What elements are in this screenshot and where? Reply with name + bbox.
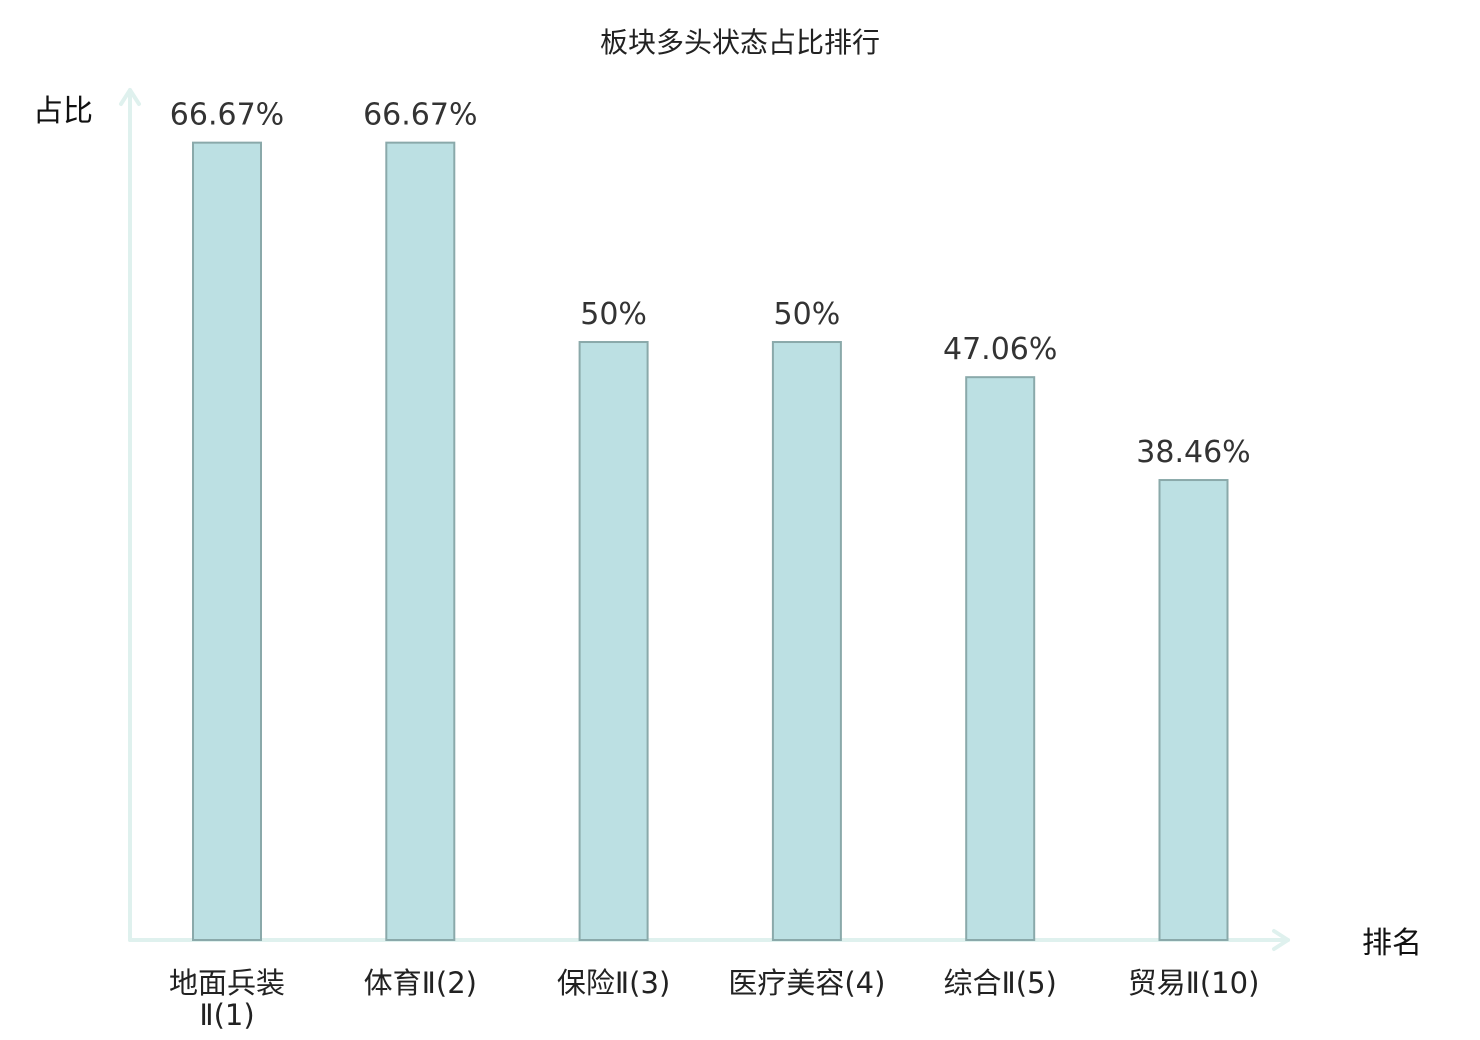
y-axis-arrow — [119, 88, 141, 106]
bar — [1158, 479, 1229, 941]
category-label: 保险Ⅱ(3) — [557, 966, 670, 1000]
category-label: 体育Ⅱ(2) — [364, 966, 477, 1000]
chart-title: 板块多头状态占比排行 — [600, 26, 880, 59]
category-label: 医疗美容(4) — [728, 966, 885, 1000]
category-label: 地面兵装 Ⅱ(1) — [169, 966, 285, 1032]
bar — [385, 141, 456, 942]
bar — [192, 141, 262, 942]
x-axis-label: 排名 — [1362, 926, 1422, 961]
bar — [965, 376, 1036, 942]
value-label: 50% — [580, 297, 647, 332]
value-label: 47.06% — [943, 332, 1057, 367]
category-label: 综合Ⅱ(5) — [944, 966, 1057, 1000]
y-axis-label: 占比 — [33, 94, 93, 129]
x-axis-arrow — [1272, 929, 1290, 951]
value-label: 38.46% — [1136, 435, 1250, 470]
bar — [771, 341, 842, 942]
value-label: 66.67% — [363, 98, 477, 133]
bars-group: 66.67% 地面兵装 Ⅱ(1) 66.67% 体育Ⅱ(2) 50% 保险Ⅱ(3) 50% 医疗… — [169, 98, 1259, 1032]
value-label: 50% — [774, 297, 841, 332]
category-label: 贸易Ⅱ(10) — [1128, 966, 1260, 1000]
bar — [578, 341, 649, 942]
axes — [119, 88, 1290, 951]
value-label: 66.67% — [170, 98, 284, 133]
